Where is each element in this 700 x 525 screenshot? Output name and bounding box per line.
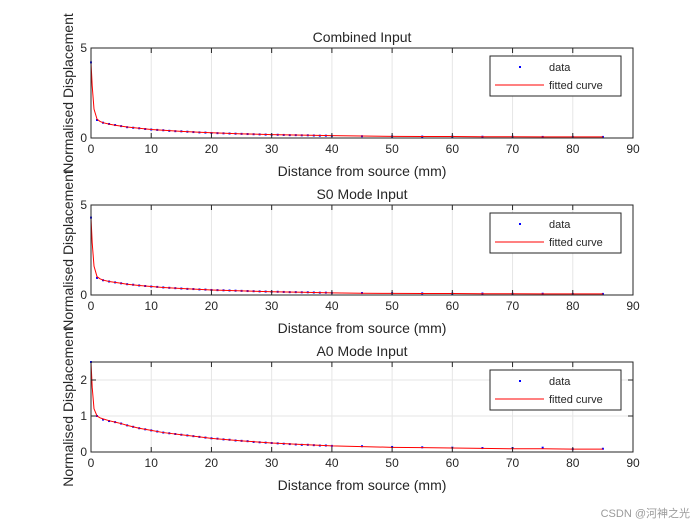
- axes-box: [90, 47, 634, 139]
- x-tick-label: 0: [88, 456, 95, 470]
- fitted-curve-line: [90, 62, 603, 138]
- legend-box: [489, 369, 622, 411]
- chart-title: Combined Input: [313, 29, 412, 45]
- subplot-2: 0 10 20 30 40 50 60 70 80 90 0 5 S0 Mode Input Distan…: [60, 170, 640, 336]
- subplot-1: 0 10 20 30 40 50 60 70 80 90 0 5 Combined Input Dista…: [60, 13, 640, 179]
- x-tick-label: 40: [325, 142, 339, 156]
- legend-box: [489, 212, 622, 254]
- x-tick-label: 50: [385, 456, 399, 470]
- x-tick-label: 40: [325, 456, 339, 470]
- x-tick-label: 90: [626, 456, 640, 470]
- y-tick-label: 0: [80, 131, 87, 145]
- legend-label-data: data: [549, 219, 571, 231]
- x-tick-label: 10: [145, 299, 159, 313]
- x-tick-label: 60: [446, 142, 460, 156]
- data-point: [96, 276, 99, 279]
- y-tick-label: 1: [80, 409, 87, 423]
- x-axis-label: Distance from source (mm): [278, 320, 447, 336]
- x-tick-label: 0: [88, 299, 95, 313]
- legend: data fitted curve: [489, 212, 622, 254]
- x-tick-label: 40: [325, 299, 339, 313]
- legend: data fitted curve: [489, 55, 622, 97]
- x-tick-label: 30: [265, 299, 279, 313]
- chart-title: A0 Mode Input: [316, 343, 407, 359]
- x-tick-label: 50: [385, 299, 399, 313]
- x-axis-label: Distance from source (mm): [278, 163, 447, 179]
- y-axis-label: Normalised Displacement: [60, 327, 76, 487]
- legend-label-data: data: [549, 62, 571, 74]
- x-tick-label: 70: [506, 142, 520, 156]
- x-tick-label: 10: [145, 456, 159, 470]
- x-axis-label: Distance from source (mm): [278, 477, 447, 493]
- x-tick-label: 10: [145, 142, 159, 156]
- y-tick-label: 0: [80, 288, 87, 302]
- legend: data fitted curve: [489, 369, 622, 411]
- x-tick-label: 0: [88, 142, 95, 156]
- x-tick-label: 90: [626, 299, 640, 313]
- legend-data-marker: [519, 223, 521, 225]
- y-tick-label: 0: [80, 445, 87, 459]
- x-tick-label: 90: [626, 142, 640, 156]
- x-tick-label: 30: [265, 456, 279, 470]
- legend-label-curve: fitted curve: [549, 394, 603, 406]
- chart-title: S0 Mode Input: [316, 186, 407, 202]
- x-tick-label: 80: [566, 456, 580, 470]
- x-tick-label: 70: [506, 299, 520, 313]
- x-tick-label: 20: [205, 299, 219, 313]
- legend-label-data: data: [549, 376, 571, 388]
- x-tick-label: 50: [385, 142, 399, 156]
- y-tick-label: 5: [80, 198, 87, 212]
- x-tick-label: 20: [205, 456, 219, 470]
- legend-label-curve: fitted curve: [549, 80, 603, 92]
- data-point: [96, 119, 99, 121]
- fitted-curve-line: [90, 217, 603, 295]
- axes-box: [90, 204, 634, 296]
- y-tick-label: 2: [80, 373, 87, 387]
- x-tick-label: 60: [446, 456, 460, 470]
- legend-label-curve: fitted curve: [549, 237, 603, 249]
- data-point: [541, 446, 544, 449]
- subplot-3: 0 10 20 30 40 50 60 70 80 90 0 1 2 A0 Mode Input Dista…: [60, 327, 640, 493]
- fitted-curve-line: [90, 361, 603, 450]
- legend-box: [489, 55, 622, 97]
- x-tick-label: 70: [506, 456, 520, 470]
- x-tick-label: 60: [446, 299, 460, 313]
- x-tick-label: 80: [566, 142, 580, 156]
- y-tick-label: 5: [80, 41, 87, 55]
- legend-data-marker: [519, 380, 521, 382]
- y-axis-label: Normalised Displacement: [60, 170, 76, 330]
- x-tick-label: 20: [205, 142, 219, 156]
- watermark: CSDN @河神之光: [600, 508, 690, 520]
- x-tick-label: 30: [265, 142, 279, 156]
- x-tick-label: 80: [566, 299, 580, 313]
- legend-data-marker: [519, 66, 521, 68]
- axes-box: [90, 361, 634, 453]
- data-point: [102, 418, 105, 421]
- y-axis-label: Normalised Displacement: [60, 13, 76, 173]
